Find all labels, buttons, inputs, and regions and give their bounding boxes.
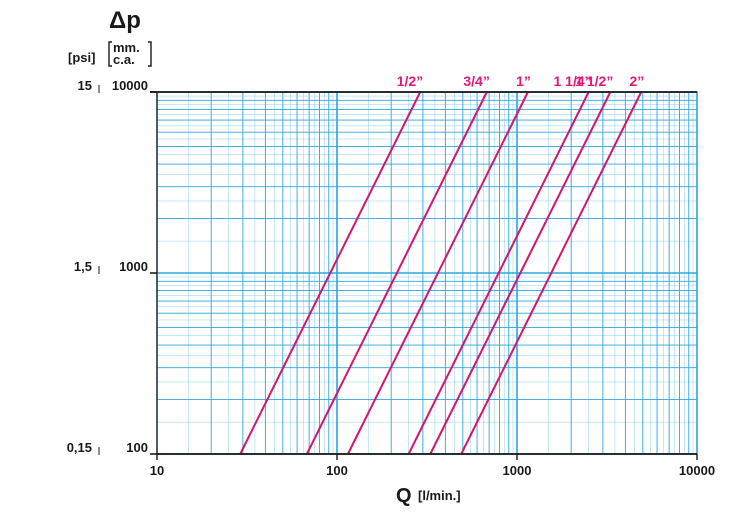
- y-tick-label-psi: 1,5: [74, 259, 92, 274]
- unit-bracket-left: [108, 41, 112, 67]
- x-tick-label: 100: [326, 463, 348, 478]
- series-labels: 1/2” 3/4” 1” 1 1/4”1 1/2” 2”: [397, 73, 644, 89]
- unit-bracket-right: [148, 41, 152, 67]
- x-tick-label: 1000: [503, 463, 532, 478]
- series-lines: [239, 91, 643, 455]
- series-line: [239, 91, 422, 455]
- y-tick-label-mm: 100: [126, 440, 148, 455]
- right-unit-line2: c.a.: [113, 52, 135, 67]
- left-unit-label: [psi]: [68, 50, 95, 65]
- x-tick-label: 10: [150, 463, 164, 478]
- series-line: [460, 91, 643, 455]
- x-axis-unit: [l/min.]: [418, 488, 461, 503]
- series-label: 1/2”: [397, 73, 423, 89]
- series-line: [407, 91, 590, 455]
- series-line: [347, 91, 529, 455]
- axes: [98, 85, 698, 460]
- right-unit-line1: mm.: [113, 40, 140, 55]
- x-tick-label: 10000: [679, 463, 715, 478]
- series-line: [305, 91, 488, 455]
- y-tick-label-mm: 1000: [119, 259, 148, 274]
- series-label: 1”: [516, 73, 531, 89]
- series-label: 3/4”: [463, 73, 489, 89]
- y-tick-label-psi: 0,15: [67, 440, 92, 455]
- x-axis-title: Q: [396, 485, 412, 507]
- series-line: [429, 91, 612, 455]
- series-label: 2”: [629, 73, 644, 89]
- series-label: 1 1/2”: [575, 73, 613, 89]
- y-tick-label-mm: 10000: [112, 78, 148, 93]
- grid: [157, 92, 697, 454]
- chart-title: Δp: [109, 7, 141, 34]
- series-label: 1 1/4”: [553, 73, 591, 89]
- y-tick-label-psi: 15: [78, 78, 92, 93]
